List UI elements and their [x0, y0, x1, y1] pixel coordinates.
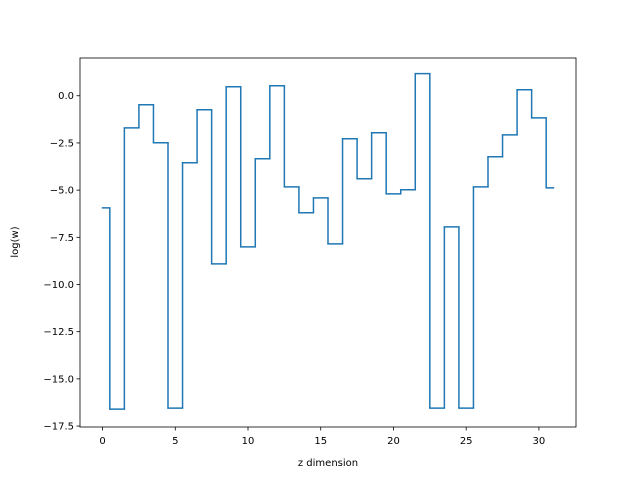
x-tick-label: 10 — [242, 436, 255, 447]
y-tick-label: −17.5 — [43, 422, 74, 433]
y-tick-label: 0.0 — [58, 91, 74, 102]
x-tick-label: 25 — [460, 436, 473, 447]
y-tick-label: −7.5 — [50, 233, 74, 244]
x-tick-label: 5 — [172, 436, 178, 447]
plot-frame — [79, 57, 577, 428]
y-tick-label: −10.0 — [43, 280, 74, 291]
x-tick-label: 15 — [314, 436, 327, 447]
x-tick-label: 20 — [387, 436, 400, 447]
x-axis-label: z dimension — [298, 458, 358, 469]
y-tick-label: −12.5 — [43, 327, 74, 338]
x-tick-label: 30 — [533, 436, 546, 447]
y-axis-label: log(w) — [10, 226, 21, 257]
y-tick-label: −15.0 — [43, 374, 74, 385]
y-tick-label: −5.0 — [50, 186, 74, 197]
y-tick-label: −2.5 — [50, 138, 74, 149]
x-tick-label: 0 — [99, 436, 105, 447]
